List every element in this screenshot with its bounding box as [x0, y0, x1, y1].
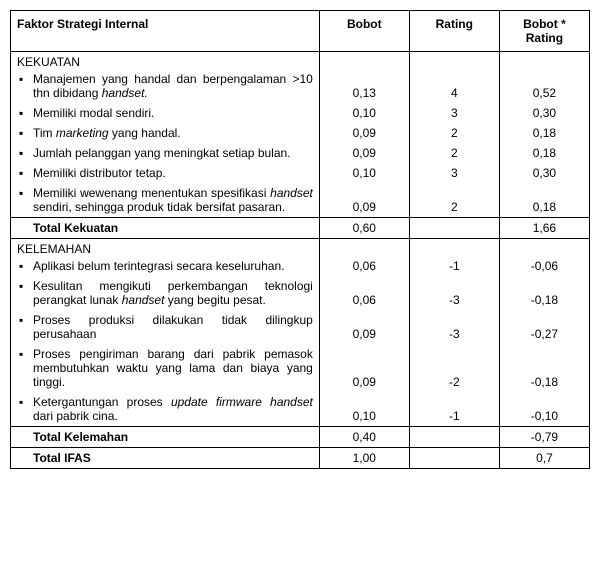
factor-item: ▪Jumlah pelanggan yang meningkat setiap … — [11, 143, 320, 163]
bobot-cell: 0,09 — [319, 310, 409, 344]
product-cell: -0,18 — [499, 344, 589, 392]
subtotal-label: Total Kelemahan — [11, 427, 320, 448]
grand-rating — [409, 448, 499, 469]
factor-item: ▪Memiliki distributor tetap. — [11, 163, 320, 183]
product-cell: 0,18 — [499, 123, 589, 143]
product-cell: 0,30 — [499, 163, 589, 183]
bobot-cell: 0,09 — [319, 143, 409, 163]
product-cell: 0,30 — [499, 103, 589, 123]
bobot-cell: 0,06 — [319, 256, 409, 276]
product-cell: -0,06 — [499, 256, 589, 276]
product-cell: -0,27 — [499, 310, 589, 344]
subtotal-bobot: 0,40 — [319, 427, 409, 448]
factor-item: ▪Aplikasi belum terintegrasi secara kese… — [11, 256, 320, 276]
grand-bobot: 1,00 — [319, 448, 409, 469]
rating-cell: 2 — [409, 183, 499, 218]
subtotal-rating — [409, 427, 499, 448]
factor-item: ▪Proses pengiriman barang dari pabrik pe… — [11, 344, 320, 392]
rating-cell: 3 — [409, 163, 499, 183]
grand-product: 0,7 — [499, 448, 589, 469]
bobot-cell: 0,10 — [319, 163, 409, 183]
factor-item: ▪Kesulitan mengikuti perkembangan teknol… — [11, 276, 320, 310]
bobot-cell: 0,10 — [319, 103, 409, 123]
rating-cell: -3 — [409, 276, 499, 310]
product-cell: 0,18 — [499, 143, 589, 163]
bobot-cell: 0,10 — [319, 392, 409, 427]
rating-cell: 4 — [409, 69, 499, 103]
subtotal-rating — [409, 218, 499, 239]
factor-item: ▪Ketergantungan proses update firmware h… — [11, 392, 320, 427]
factor-item: ▪Memiliki modal sendiri. — [11, 103, 320, 123]
bobot-cell: 0,09 — [319, 123, 409, 143]
factor-item: ▪Proses produksi dilakukan tidak dilingk… — [11, 310, 320, 344]
rating-cell: 2 — [409, 143, 499, 163]
subtotal-product: 1,66 — [499, 218, 589, 239]
product-cell: -0,10 — [499, 392, 589, 427]
rating-cell: -3 — [409, 310, 499, 344]
product-cell: 0,52 — [499, 69, 589, 103]
header-product: Bobot * Rating — [499, 11, 589, 52]
rating-cell: -2 — [409, 344, 499, 392]
section-label: KELEMAHAN — [11, 239, 320, 257]
factor-item: ▪Manajemen yang handal dan berpengalaman… — [11, 69, 320, 103]
rating-cell: -1 — [409, 392, 499, 427]
header-factor: Faktor Strategi Internal — [11, 11, 320, 52]
bobot-cell: 0,06 — [319, 276, 409, 310]
section-label: KEKUATAN — [11, 52, 320, 70]
grand-label: Total IFAS — [11, 448, 320, 469]
factor-item: ▪Memiliki wewenang menentukan spesifikas… — [11, 183, 320, 218]
ifas-table: Faktor Strategi Internal Bobot Rating Bo… — [10, 10, 590, 469]
rating-cell: 3 — [409, 103, 499, 123]
header-weight: Bobot — [319, 11, 409, 52]
subtotal-label: Total Kekuatan — [11, 218, 320, 239]
product-cell: 0,18 — [499, 183, 589, 218]
subtotal-product: -0,79 — [499, 427, 589, 448]
bobot-cell: 0,09 — [319, 183, 409, 218]
rating-cell: 2 — [409, 123, 499, 143]
subtotal-bobot: 0,60 — [319, 218, 409, 239]
factor-item: ▪Tim marketing yang handal. — [11, 123, 320, 143]
header-rating: Rating — [409, 11, 499, 52]
bobot-cell: 0,09 — [319, 344, 409, 392]
bobot-cell: 0,13 — [319, 69, 409, 103]
rating-cell: -1 — [409, 256, 499, 276]
product-cell: -0,18 — [499, 276, 589, 310]
